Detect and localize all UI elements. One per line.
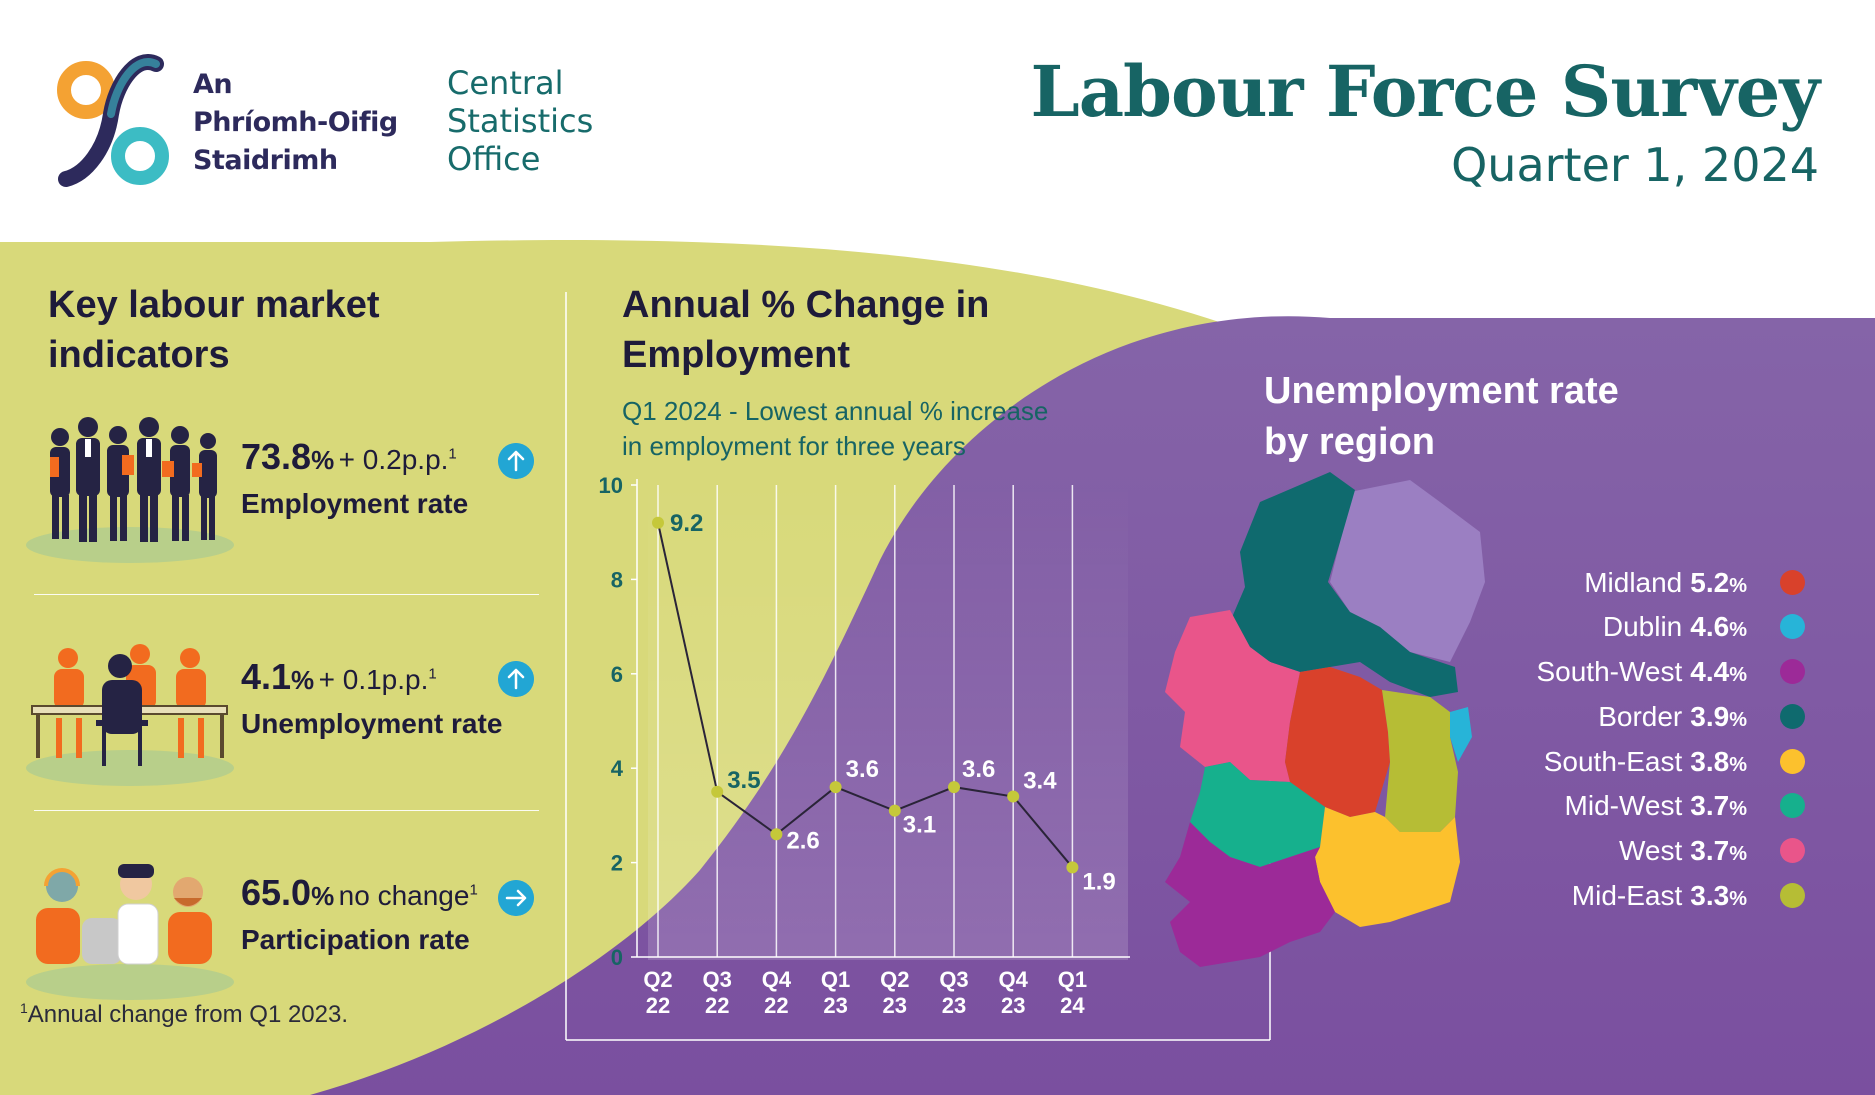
map-title-line-1: Unemployment rate [1264,370,1619,412]
logo-english-line-1: Central [447,64,564,102]
indicator-divider [34,810,539,811]
data-point [888,804,901,817]
data-point [770,828,783,841]
indicator-unemployment-value: 4.1% [241,656,315,697]
data-point [948,781,960,794]
x-tick-label: Q2 [643,967,672,992]
indicator-employment-label: Employment rate [241,488,469,519]
map-region-northern-ireland [1330,480,1485,662]
x-tick-label: 23 [823,993,847,1018]
data-point [1007,790,1020,803]
x-tick-label: Q3 [939,967,968,992]
series-line [657,522,1074,868]
x-tick-label: 22 [646,993,670,1018]
x-tick-label: Q1 [1058,967,1087,992]
logo-irish-line-1: An [193,69,233,100]
x-tick-label: Q4 [999,967,1029,992]
chart-subtitle: Q1 2024 - Lowest annual % increase in em… [622,396,1049,461]
indicator-unemployment-line: 4.1% + 0.1p.p.1 [241,656,437,698]
chart-fade [648,480,1128,960]
indicators-heading-line-2: indicators [48,334,230,376]
y-tick-label: 4 [611,756,624,781]
x-tick-label: 22 [705,993,729,1018]
data-label: 3.5 [727,767,760,794]
indicator-divider [34,594,539,595]
indicators-heading: Key labour market indicators [48,280,380,380]
logo-english-line-3: Office [447,140,541,178]
data-label: 2.6 [786,827,819,854]
data-label: 3.6 [962,756,995,783]
data-point [829,781,842,794]
group-people-icon [26,864,234,1000]
cso-logo-icon [57,54,169,187]
data-point [1066,861,1079,874]
indicator-participation-change: no change1 [338,880,478,911]
x-tick-label: Q1 [821,967,850,992]
indicators-heading-line-1: Key labour market [48,284,380,326]
indicator-participation-line: 65.0% no change1 [241,872,478,914]
logo-irish-text: An Phríomh-Oifig Staidrimh [193,66,398,180]
x-tick-label: 22 [764,993,788,1018]
data-label: 3.1 [903,812,936,839]
business-people-icon [26,417,234,563]
page-subtitle: Quarter 1, 2024 [1451,138,1819,192]
x-tick-label: Q3 [703,967,732,992]
y-tick-label: 2 [611,851,623,876]
x-tick-label: 23 [942,993,966,1018]
map-region-mid-east [1382,690,1458,832]
indicator-participation-label: Participation rate [241,924,470,955]
map-region-mid-west [1190,762,1325,867]
x-tick-label: 24 [1060,993,1085,1018]
y-tick-label: 10 [599,473,623,498]
logo-irish-line-3: Staidrimh [193,145,338,176]
page-title: Labour Force Survey [1030,50,1820,133]
map-title-line-2: by region [1264,421,1436,463]
x-tick-label: Q4 [762,967,792,992]
logo-irish-line-2: Phríomh-Oifig [193,107,398,138]
chart-title: Annual % Change in Employment [622,284,990,376]
map-region-south-west [1165,822,1335,967]
footnote: 1Annual change from Q1 2023. [20,1000,349,1028]
map-region-border [1230,472,1458,697]
ireland-region-map [1165,472,1485,967]
indicator-unemployment-change: + 0.1p.p.1 [318,664,437,695]
indicator-participation-value: 65.0% [241,872,335,913]
x-tick-label: 23 [883,993,907,1018]
indicator-unemployment-label: Unemployment rate [241,708,503,739]
employment-line-chart: 0246810Q222Q322Q422Q123Q223Q323Q423Q1249… [599,473,1130,1018]
arrow-up-icon [498,443,534,479]
indicator-employment-value: 73.8% [241,436,335,477]
indicator-employment-change: + 0.2p.p.1 [338,444,457,475]
map-region-midland [1285,667,1390,817]
y-tick-label: 8 [611,567,623,592]
job-interview-icon [26,644,234,786]
data-label: 9.2 [670,510,703,537]
map-region-west [1165,610,1300,782]
x-tick-label: Q2 [880,967,909,992]
arrow-right-icon [498,880,534,916]
y-tick-label: 6 [611,662,623,687]
indicator-employment-line: 73.8% + 0.2p.p.1 [241,436,457,478]
arrow-up-icon [498,661,534,697]
data-label: 1.9 [1082,868,1115,895]
data-label: 3.4 [1023,768,1057,795]
data-point [711,785,724,798]
y-tick-label: 0 [611,945,623,970]
map-region-south-east [1315,807,1460,927]
data-point [652,516,664,529]
x-tick-label: 23 [1001,993,1025,1018]
logo-english-line-2: Statistics [447,102,594,140]
logo-english-text: Central Statistics Office [447,64,593,178]
map-title: Unemployment rate by region [1264,366,1619,468]
map-region-dublin [1450,707,1472,762]
data-label: 3.6 [846,756,879,783]
